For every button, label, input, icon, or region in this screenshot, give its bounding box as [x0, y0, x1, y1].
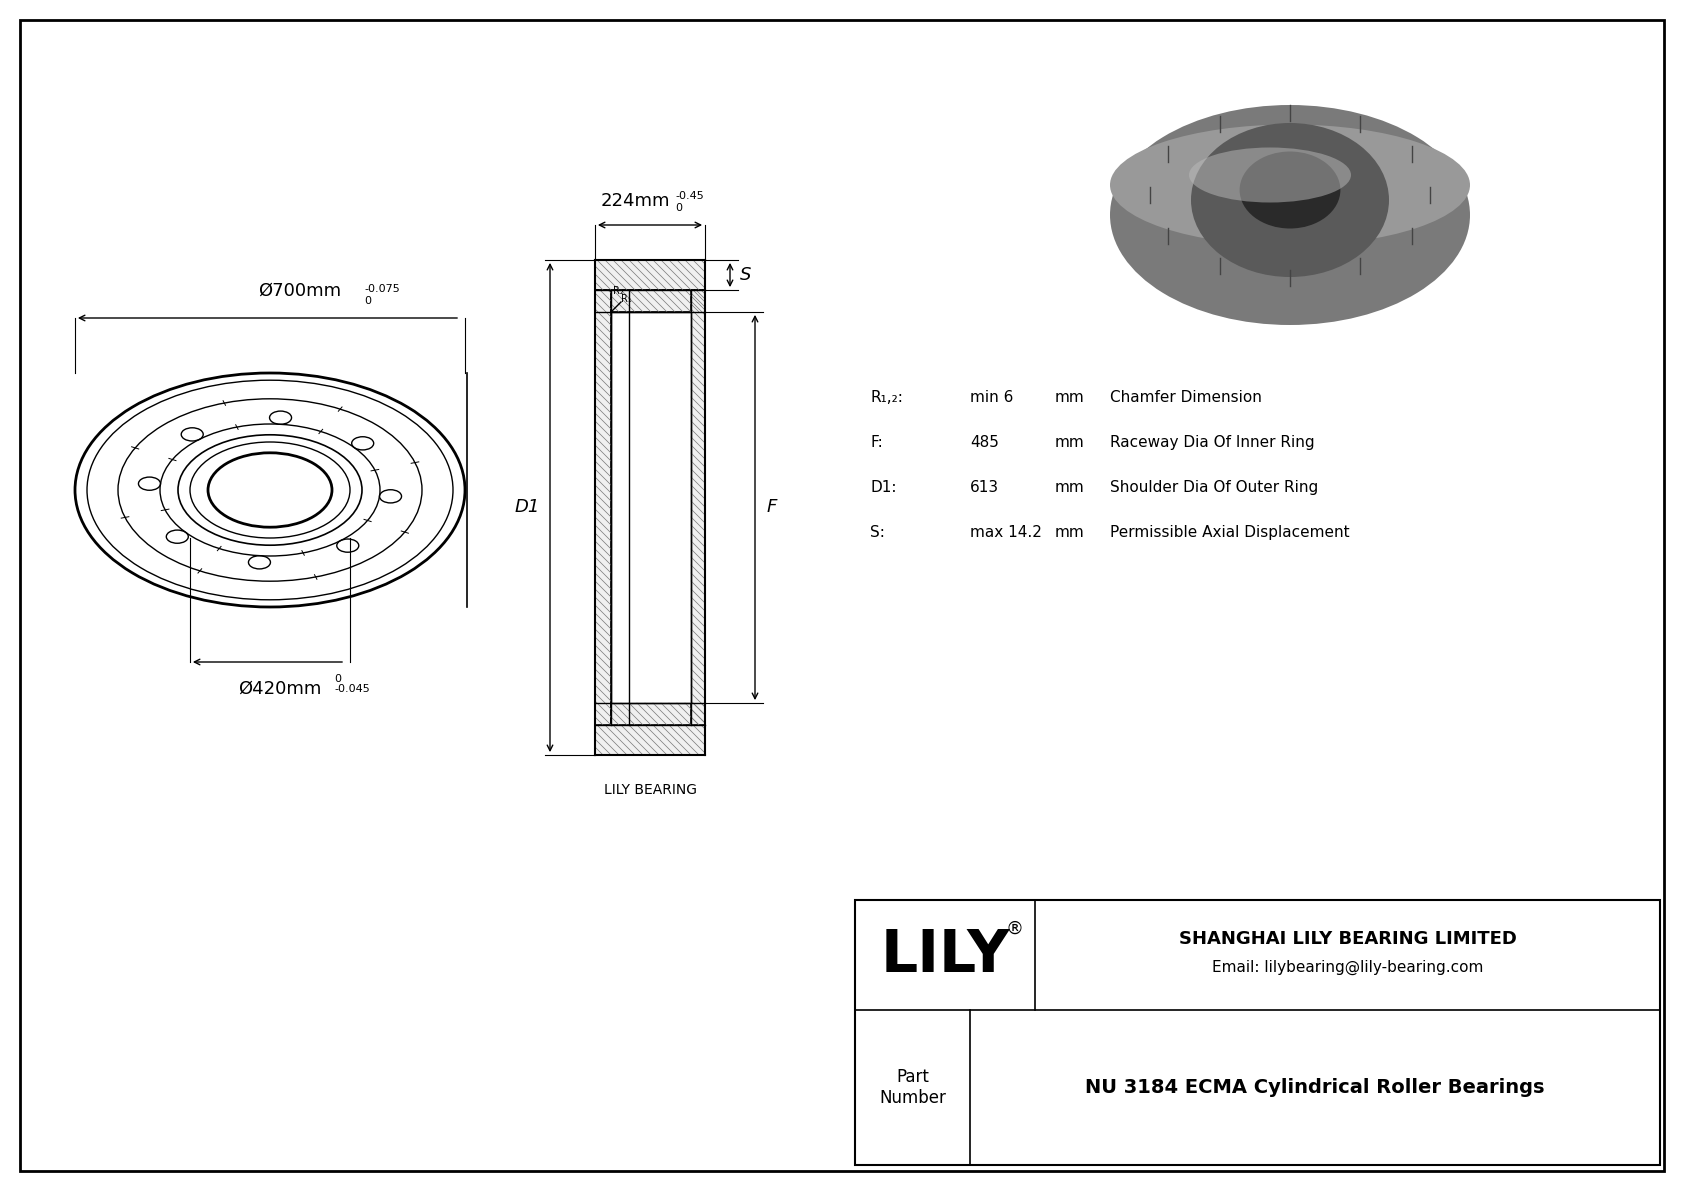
Ellipse shape	[1189, 148, 1351, 202]
Text: D1: D1	[515, 499, 541, 517]
Text: mm: mm	[1054, 480, 1084, 495]
Bar	[611, 312, 690, 703]
Text: Part
Number: Part Number	[879, 1068, 946, 1106]
Bar	[690, 289, 706, 725]
Ellipse shape	[1239, 151, 1340, 229]
Text: -0.045: -0.045	[333, 684, 370, 694]
Text: Ø700mm: Ø700mm	[258, 282, 342, 300]
Ellipse shape	[1191, 123, 1389, 278]
Text: S: S	[739, 266, 751, 283]
Text: 224mm: 224mm	[600, 192, 670, 210]
Text: F: F	[766, 499, 778, 517]
Text: Ø420mm: Ø420mm	[239, 680, 322, 698]
Ellipse shape	[1110, 105, 1470, 325]
Text: F:: F:	[871, 435, 882, 450]
Text: mm: mm	[1054, 525, 1084, 540]
Bar	[594, 725, 706, 755]
Text: Email: lilybearing@lily-bearing.com: Email: lilybearing@lily-bearing.com	[1212, 960, 1484, 974]
Text: NU 3184 ECMA Cylindrical Roller Bearings: NU 3184 ECMA Cylindrical Roller Bearings	[1084, 1078, 1544, 1097]
Text: 0: 0	[675, 202, 682, 213]
Text: D1:: D1:	[871, 480, 896, 495]
Text: S:: S:	[871, 525, 884, 540]
Text: max 14.2: max 14.2	[970, 525, 1042, 540]
Text: R₁,₂:: R₁,₂:	[871, 389, 903, 405]
Bar	[594, 289, 611, 725]
Text: -0.45: -0.45	[675, 191, 704, 201]
Text: min 6: min 6	[970, 389, 1014, 405]
Bar	[594, 260, 706, 289]
Bar	[611, 703, 706, 725]
Text: -0.075: -0.075	[364, 283, 399, 294]
Bar	[611, 289, 706, 312]
Text: LILY BEARING: LILY BEARING	[603, 782, 697, 797]
Text: mm: mm	[1054, 435, 1084, 450]
Bar	[855, 900, 1660, 1165]
Text: mm: mm	[1054, 389, 1084, 405]
Text: Permissible Axial Displacement: Permissible Axial Displacement	[1110, 525, 1349, 540]
Text: R₁: R₁	[621, 294, 632, 304]
Text: 485: 485	[970, 435, 999, 450]
Text: 0: 0	[333, 674, 340, 684]
Text: 0: 0	[364, 297, 370, 306]
Text: ®: ®	[1005, 919, 1022, 939]
Text: Shoulder Dia Of Outer Ring: Shoulder Dia Of Outer Ring	[1110, 480, 1319, 495]
Text: SHANGHAI LILY BEARING LIMITED: SHANGHAI LILY BEARING LIMITED	[1179, 930, 1516, 948]
Text: LILY: LILY	[881, 927, 1010, 984]
Text: Raceway Dia Of Inner Ring: Raceway Dia Of Inner Ring	[1110, 435, 1315, 450]
Text: R₂: R₂	[613, 286, 623, 297]
Ellipse shape	[1110, 125, 1470, 245]
Text: 613: 613	[970, 480, 999, 495]
Text: Chamfer Dimension: Chamfer Dimension	[1110, 389, 1261, 405]
